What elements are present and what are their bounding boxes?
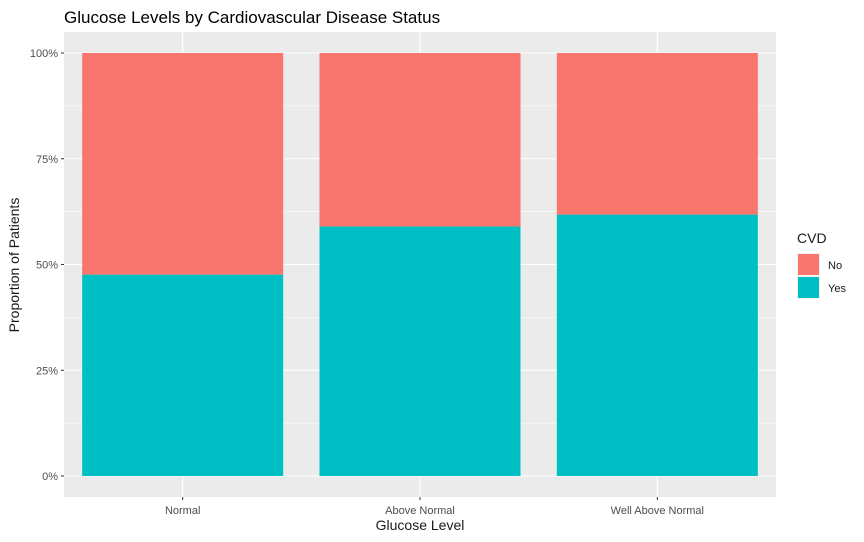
y-axis-title: Proportion of Patients (6, 198, 22, 333)
x-axis: Normal Above Normal Well Above Normal (165, 497, 704, 517)
y-axis: 0% 25% 50% 75% 100% (30, 48, 64, 483)
legend-title: CVD (797, 230, 827, 246)
y-tick-label: 0% (42, 471, 58, 483)
x-tick-label: Above Normal (385, 505, 455, 517)
x-tick-label: Normal (165, 505, 200, 517)
x-tick-label: Well Above Normal (611, 505, 704, 517)
bar-segment (82, 53, 284, 275)
y-tick-label: 100% (30, 48, 58, 60)
chart-title: Glucose Levels by Cardiovascular Disease… (64, 8, 440, 27)
x-axis-title: Glucose Level (376, 517, 465, 533)
bar-segment (82, 274, 284, 476)
y-tick-label: 50% (36, 260, 58, 272)
bar-segment (319, 226, 521, 476)
legend-label: Yes (828, 283, 846, 295)
legend-swatch (798, 254, 819, 275)
bar-segment (556, 214, 758, 476)
bar-segment (556, 53, 758, 215)
y-tick-label: 75% (36, 154, 58, 166)
y-tick-label: 25% (36, 365, 58, 377)
legend: CVD No Yes (797, 230, 846, 299)
legend-swatch (798, 277, 819, 298)
bar-segment (319, 53, 521, 227)
legend-label: No (828, 260, 842, 272)
bars (82, 53, 758, 476)
